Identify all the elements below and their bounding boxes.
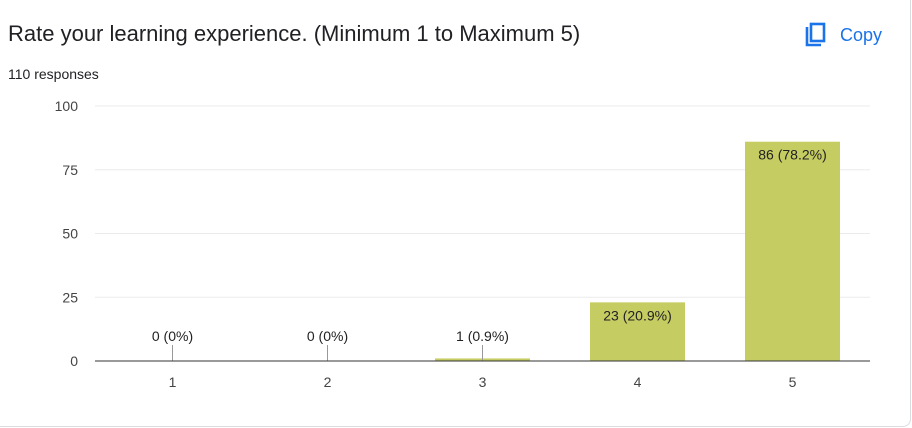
data-label-1: 0 (0%) bbox=[152, 328, 193, 344]
y-tick-label-25: 25 bbox=[62, 289, 78, 305]
response-count: 110 responses bbox=[8, 66, 99, 82]
y-tick-label-0: 0 bbox=[70, 353, 78, 369]
copy-icon bbox=[804, 22, 826, 48]
x-tick-label-5: 5 bbox=[789, 374, 797, 390]
x-tick-label-1: 1 bbox=[169, 374, 177, 390]
data-label-3: 1 (0.9%) bbox=[456, 328, 509, 344]
data-label-2: 0 (0%) bbox=[307, 328, 348, 344]
question-title: Rate your learning experience. (Minimum … bbox=[8, 21, 581, 46]
data-label-5: 86 (78.2%) bbox=[758, 147, 826, 163]
copy-button[interactable]: Copy bbox=[804, 20, 882, 50]
y-tick-label-75: 75 bbox=[62, 162, 78, 178]
x-tick-label-2: 2 bbox=[324, 374, 332, 390]
y-tick-label-100: 100 bbox=[55, 98, 79, 114]
bar-4 bbox=[590, 302, 685, 361]
x-tick-label-4: 4 bbox=[634, 374, 642, 390]
x-tick-label-3: 3 bbox=[479, 374, 487, 390]
y-tick-label-50: 50 bbox=[62, 226, 78, 242]
data-label-4: 23 (20.9%) bbox=[603, 307, 671, 323]
bar-5 bbox=[745, 141, 840, 361]
copy-label: Copy bbox=[840, 24, 883, 45]
